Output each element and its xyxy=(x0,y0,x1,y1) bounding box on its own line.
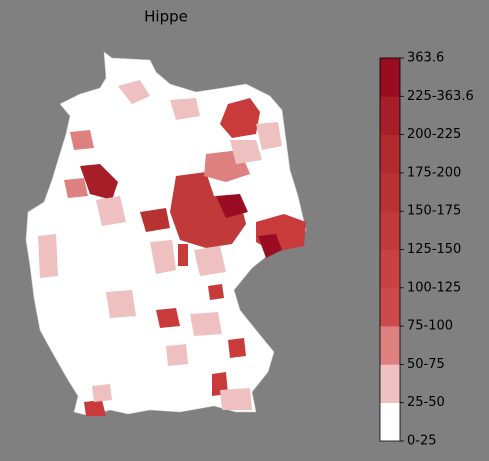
germany-map xyxy=(25,51,307,417)
map-title: Hippe xyxy=(144,8,188,26)
region xyxy=(170,172,246,248)
colorbar-tick-label: 225-363.6 xyxy=(407,89,474,104)
region xyxy=(216,194,248,218)
region xyxy=(190,312,222,336)
colorbar-tick-label: 200-225 xyxy=(407,127,461,142)
colorbar-segment xyxy=(380,58,400,97)
colorbar-segment xyxy=(380,134,400,174)
region xyxy=(256,122,282,150)
colorbar-tick-label: 125-150 xyxy=(407,242,461,257)
region xyxy=(178,244,188,266)
region xyxy=(170,98,200,120)
colorbar-segment xyxy=(380,211,400,250)
region xyxy=(220,98,260,138)
region xyxy=(38,234,58,278)
colorbar-segment xyxy=(380,402,400,442)
colorbar-tick-label: 75-100 xyxy=(407,319,453,334)
colorbar-tick-label: 50-75 xyxy=(407,357,445,372)
region xyxy=(258,234,282,258)
region xyxy=(106,290,136,318)
colorbar-tick-label: 100-125 xyxy=(407,280,461,295)
region xyxy=(194,246,226,276)
region xyxy=(64,178,88,198)
colorbar-segment xyxy=(380,364,400,403)
region xyxy=(140,208,170,232)
colorbar-tick-label: 150-175 xyxy=(407,204,461,219)
colorbar-tick-label: 175-200 xyxy=(407,165,461,180)
region xyxy=(96,196,126,226)
region xyxy=(228,338,246,358)
colorbar-segment xyxy=(380,326,400,365)
region xyxy=(70,130,94,150)
colorbar: 0-25 25-50 50-75 75-100 100-125 125-150 150-17… xyxy=(379,51,474,449)
region xyxy=(84,400,106,416)
region xyxy=(92,384,112,402)
colorbar-segment xyxy=(380,287,400,327)
region xyxy=(230,140,262,164)
colorbar-segment xyxy=(380,96,400,135)
region xyxy=(118,80,150,104)
colorbar-tick-label: 0-25 xyxy=(407,434,437,449)
colorbar-tick-label: 25-50 xyxy=(407,395,445,410)
region xyxy=(166,344,188,366)
region xyxy=(150,240,176,274)
colorbar-segment xyxy=(380,249,400,289)
colorbar-tick-label: 363.6 xyxy=(407,51,444,66)
colorbar-segment xyxy=(380,172,400,212)
regions xyxy=(38,80,306,416)
region xyxy=(220,388,252,410)
region xyxy=(156,308,180,328)
region xyxy=(208,284,224,300)
region xyxy=(80,164,118,200)
